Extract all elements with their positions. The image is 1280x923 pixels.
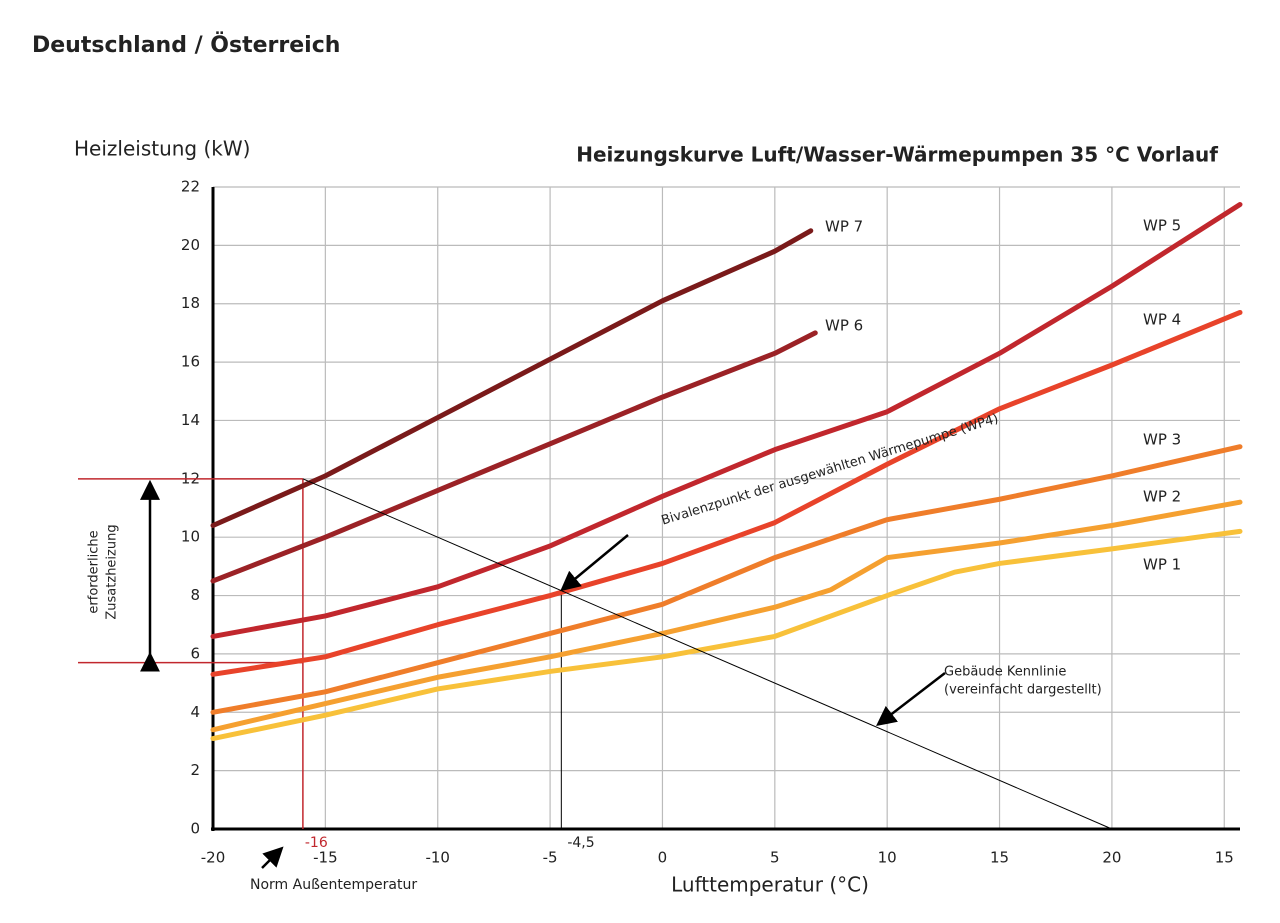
y-tick-label: 0 — [190, 820, 200, 838]
arrow — [876, 672, 946, 727]
x-tick-label: 15 — [1215, 849, 1234, 867]
arrow — [560, 534, 629, 592]
x-tick-label: -10 — [425, 849, 450, 867]
series-label: WP 7 — [825, 218, 863, 236]
annotation: Gebäude Kennlinie — [944, 665, 1066, 680]
x-axis-label: Lufttemperatur (°C) — [671, 873, 869, 897]
series-label: WP 1 — [1143, 556, 1181, 574]
series-label: WP 6 — [825, 317, 863, 335]
y-tick-label: 20 — [181, 236, 200, 254]
series-line — [210, 330, 818, 584]
x-tick-label: 10 — [878, 849, 897, 867]
annotation: (vereinfacht dargestellt) — [944, 683, 1102, 698]
annotation: erforderliche — [87, 530, 102, 613]
y-tick-label: 14 — [181, 411, 200, 429]
series-line — [210, 309, 1243, 677]
x-tick-label: 20 — [1102, 849, 1121, 867]
y-tick-label: 6 — [190, 644, 200, 662]
x-tick-label: 0 — [658, 849, 668, 867]
series-labels: WP 7 WP 6 WP 5 WP 4 WP 3 WP 2 WP 1 — [825, 217, 1181, 574]
annotation: Norm Außentemperatur — [250, 877, 417, 893]
page-title: Deutschland / Österreich — [32, 32, 340, 58]
series-line — [210, 228, 814, 529]
y-tick-label: 2 — [190, 761, 200, 779]
annotation: Zusatzheizung — [105, 524, 120, 619]
series-line — [210, 499, 1243, 733]
x-tick-label: -5 — [543, 849, 558, 867]
series-line — [210, 202, 1243, 639]
y-tick-label: 4 — [190, 703, 200, 721]
y-tick-label: 16 — [181, 353, 200, 371]
x-tick-label: 15 — [990, 849, 1009, 867]
x-tick-label: 5 — [770, 849, 780, 867]
series-label: WP 4 — [1143, 311, 1181, 329]
annotation: -16 — [305, 835, 328, 851]
chart-title: Heizungskurve Luft/Wasser-Wärmepumpen 35… — [576, 143, 1218, 167]
x-tick-label: -15 — [313, 849, 338, 867]
arrow — [261, 846, 284, 869]
series-label: WP 5 — [1143, 217, 1181, 235]
series-line — [210, 444, 1243, 715]
y-tick-label: 8 — [190, 586, 200, 604]
y-tick-label: 10 — [181, 528, 200, 546]
y-tick-label: 22 — [181, 178, 200, 196]
y-axis-label: Heizleistung (kW) — [74, 137, 250, 161]
x-tick-label: -20 — [201, 849, 226, 867]
y-tick-label: 18 — [181, 294, 200, 312]
series-line — [210, 528, 1243, 742]
annotation: -4,5 — [567, 835, 594, 851]
series-label: WP 3 — [1143, 431, 1181, 449]
building-line — [302, 478, 1113, 830]
series-label: WP 2 — [1143, 488, 1181, 506]
